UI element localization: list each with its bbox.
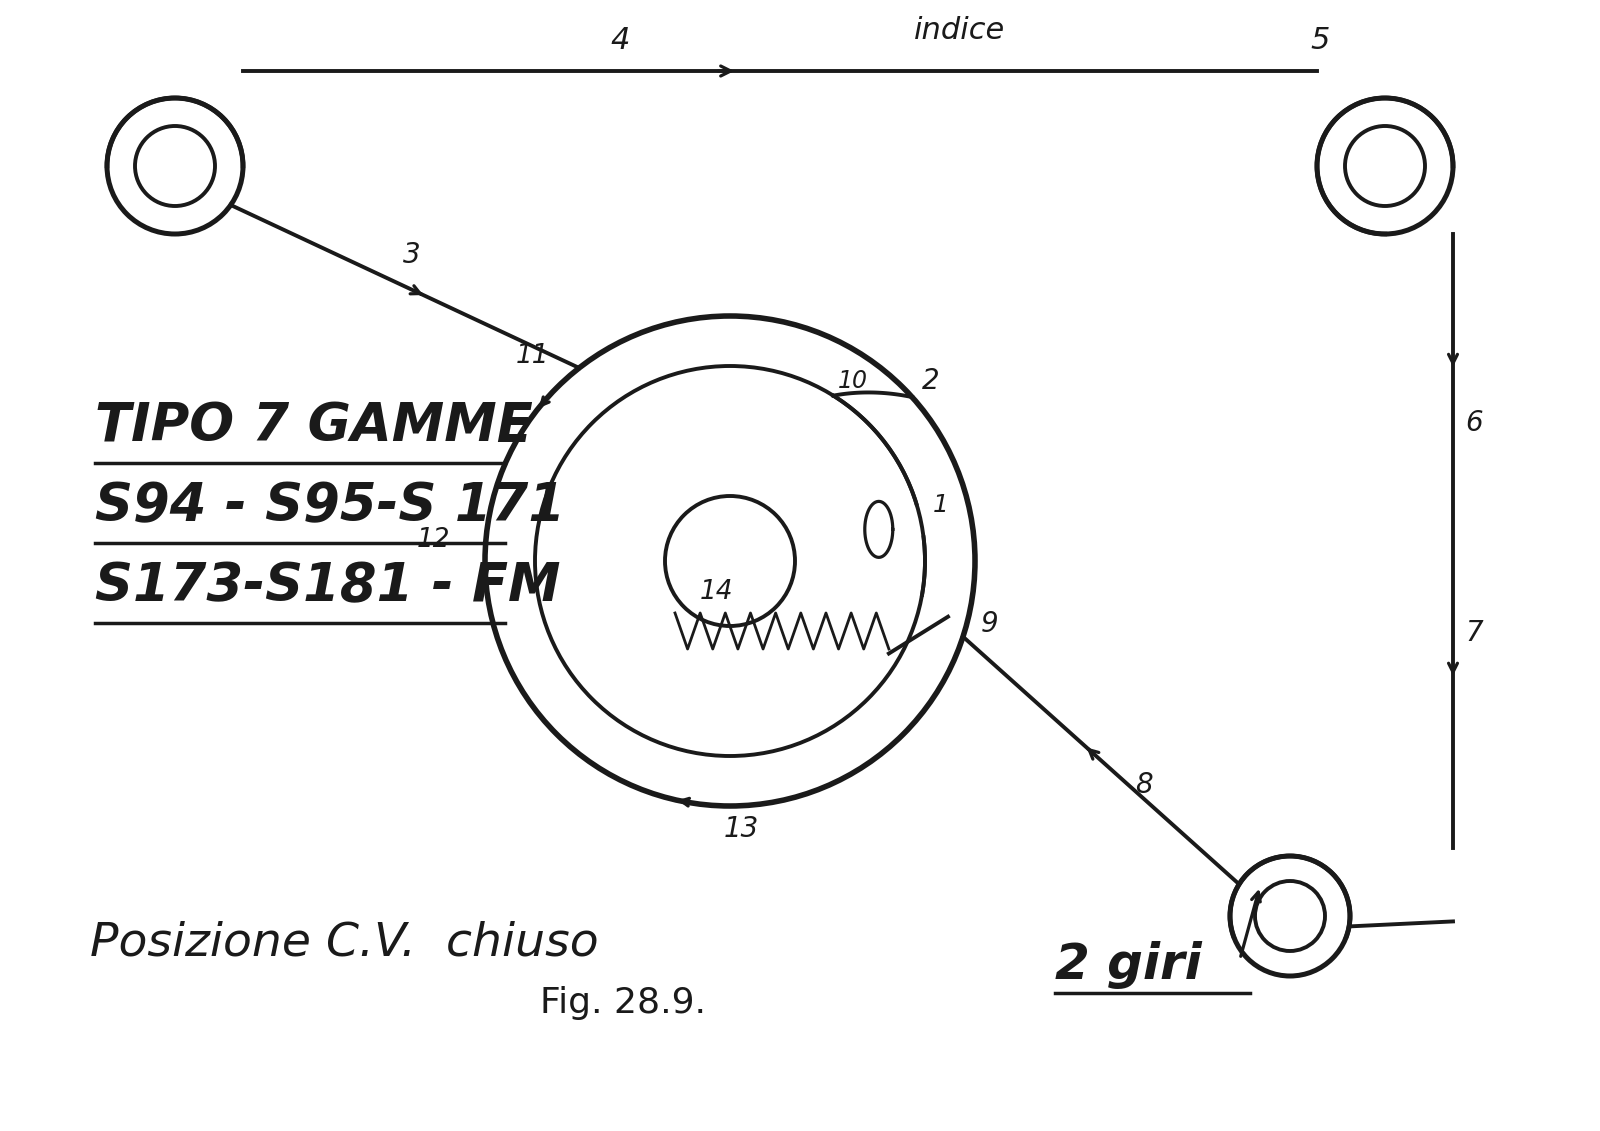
- Text: 2 giri: 2 giri: [1054, 941, 1202, 988]
- Text: 12: 12: [416, 527, 450, 553]
- Text: S173-S181 - FM: S173-S181 - FM: [94, 560, 560, 612]
- Text: 1: 1: [933, 493, 949, 518]
- Text: 9: 9: [981, 610, 998, 638]
- Text: 13: 13: [723, 815, 758, 843]
- Text: Posizione C.V.  chiuso: Posizione C.V. chiuso: [90, 921, 598, 966]
- Text: 10: 10: [838, 369, 869, 392]
- Text: 14: 14: [701, 579, 733, 605]
- Text: indice: indice: [914, 16, 1006, 45]
- Text: 6: 6: [1466, 409, 1483, 437]
- Text: 2: 2: [922, 368, 939, 395]
- Text: 11: 11: [515, 343, 549, 369]
- Text: 3: 3: [403, 241, 421, 269]
- Text: 4: 4: [610, 26, 630, 55]
- Text: 8: 8: [1134, 771, 1152, 798]
- Text: S94 - S95-S 171: S94 - S95-S 171: [94, 480, 565, 532]
- Text: Fig. 28.9.: Fig. 28.9.: [541, 986, 706, 1020]
- Text: 7: 7: [1466, 619, 1483, 647]
- Text: TIPO 7 GAMME: TIPO 7 GAMME: [94, 400, 533, 452]
- Text: 5: 5: [1310, 26, 1330, 55]
